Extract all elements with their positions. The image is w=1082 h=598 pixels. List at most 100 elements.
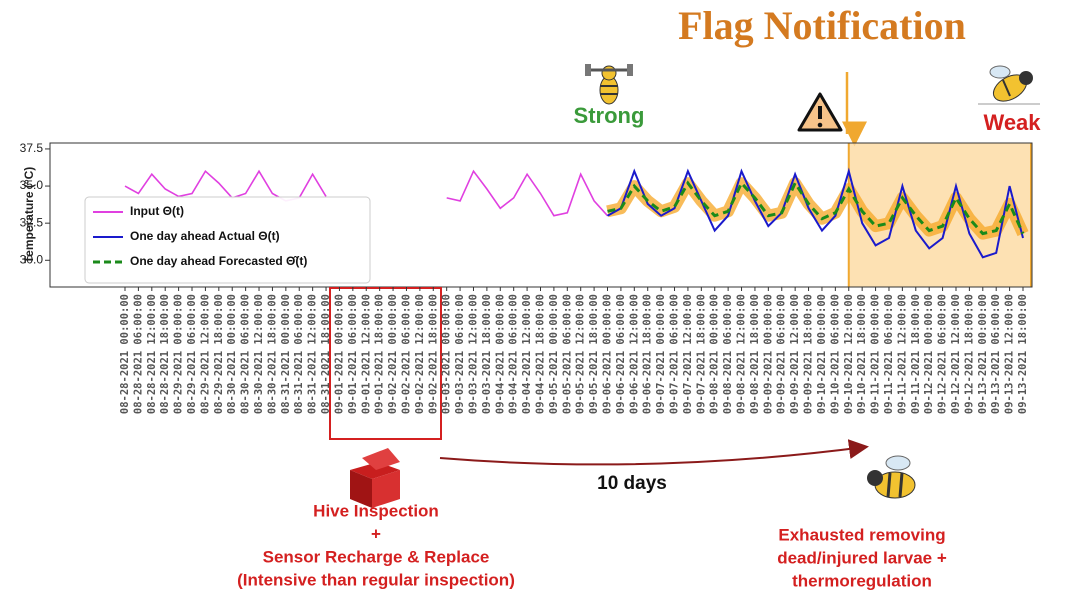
- x-tick-label: 09-07-2021 00:00:00: [655, 294, 667, 414]
- x-tick-label: 09-08-2021 06:00:00: [722, 294, 734, 414]
- y-tick-label: 35.0: [20, 178, 44, 192]
- legend-box: [84, 196, 371, 284]
- inspection-note: (Intensive than regular inspection): [237, 570, 515, 589]
- outcome-note: Exhausted removing: [778, 525, 945, 544]
- x-tick-label: 08-29-2021 06:00:00: [186, 294, 198, 414]
- notes: Hive Inspection + Sensor Recharge & Replac…: [237, 501, 947, 590]
- x-tick-label: 08-29-2021 12:00:00: [199, 294, 211, 414]
- outcome-note: thermoregulation: [792, 571, 932, 590]
- x-tick-label: 09-02-2021 06:00:00: [400, 294, 412, 414]
- x-tick-label: 09-01-2021 00:00:00: [333, 294, 345, 414]
- interval-arrow: [439, 439, 869, 466]
- x-tick-label: 09-08-2021 00:00:00: [709, 294, 721, 414]
- plot-area: [124, 143, 1032, 287]
- x-tick-label: 08-29-2021 18:00:00: [213, 294, 225, 414]
- x-tick-label: 09-06-2021 06:00:00: [615, 294, 627, 414]
- x-tick-label: 09-13-2021 12:00:00: [1004, 294, 1016, 414]
- warning-icon: [797, 92, 843, 132]
- x-tick-label: 09-01-2021 18:00:00: [374, 294, 386, 414]
- x-tick-label: 09-06-2021 12:00:00: [628, 294, 640, 414]
- x-tick-label: 09-01-2021 06:00:00: [347, 294, 359, 414]
- x-tick-label: 09-05-2021 00:00:00: [548, 294, 560, 414]
- x-tick-label: 09-13-2021 06:00:00: [990, 294, 1002, 414]
- strong-bee-icon: [585, 64, 633, 105]
- x-tick-label: 09-06-2021 00:00:00: [602, 294, 614, 414]
- x-tick-label: 09-07-2021 12:00:00: [682, 294, 694, 414]
- plot-frame: [49, 142, 1033, 288]
- x-tick-label: 09-12-2021 00:00:00: [923, 294, 935, 414]
- inspection-highlight: [329, 287, 442, 440]
- x-tick-label: 09-04-2021 12:00:00: [521, 294, 533, 414]
- legend: Input Θ(t) One day ahead Actual Θ(t) One d…: [84, 196, 371, 284]
- series-line: [124, 169, 327, 202]
- y-tick-label: 37.5: [20, 141, 44, 155]
- x-tick-label: 09-11-2021 06:00:00: [883, 294, 895, 414]
- legend-label: One day ahead Forecasted Θ̂(t): [130, 254, 307, 268]
- x-tick-label: 09-04-2021 06:00:00: [508, 294, 520, 414]
- x-tick-label: 09-12-2021 06:00:00: [937, 294, 949, 414]
- x-tick-label: 08-29-2021 00:00:00: [173, 294, 185, 414]
- y-axis-label: Temperature (°C): [22, 167, 36, 264]
- x-tick-label: 09-03-2021 00:00:00: [441, 294, 453, 414]
- x-tick-label: 09-06-2021 18:00:00: [642, 294, 654, 414]
- weak-label: Weak: [983, 110, 1041, 135]
- x-tick-label: 09-05-2021 18:00:00: [588, 294, 600, 414]
- series-line: [446, 169, 609, 217]
- x-tick-label: 09-10-2021 12:00:00: [843, 294, 855, 414]
- inspection-note: Hive Inspection: [313, 501, 439, 520]
- x-tick-label: 09-09-2021 18:00:00: [803, 294, 815, 414]
- x-tick-label: 08-31-2021 00:00:00: [280, 294, 292, 414]
- x-tick-label: 08-31-2021 06:00:00: [293, 294, 305, 414]
- x-tick-label: 09-11-2021 18:00:00: [910, 294, 922, 414]
- x-tick-label: 09-11-2021 12:00:00: [896, 294, 908, 414]
- x-tick-label: 09-04-2021 00:00:00: [494, 294, 506, 414]
- x-tick-label: 09-13-2021 18:00:00: [1017, 294, 1029, 414]
- x-tick-label: 08-31-2021 18:00:00: [320, 294, 332, 414]
- weak-bee-icon: [978, 65, 1040, 105]
- x-tick-label: 08-28-2021 00:00:00: [119, 294, 131, 414]
- x-tick-label: 09-10-2021 00:00:00: [816, 294, 828, 414]
- x-tick-label: 09-02-2021 00:00:00: [387, 294, 399, 414]
- inspection-note: Sensor Recharge & Replace: [263, 547, 490, 566]
- x-tick-label: 09-05-2021 06:00:00: [561, 294, 573, 414]
- x-tick-label: 09-02-2021 18:00:00: [427, 294, 439, 414]
- y-tick-label: 32.5: [20, 215, 44, 229]
- x-tick-label: 09-03-2021 12:00:00: [467, 294, 479, 414]
- tired-bee-icon: [867, 455, 916, 499]
- legend-label: One day ahead Actual Θ(t): [130, 229, 280, 243]
- x-tick-label: 09-08-2021 18:00:00: [749, 294, 761, 414]
- x-tick-label: 09-03-2021 06:00:00: [454, 294, 466, 414]
- x-tick-label: 08-30-2021 12:00:00: [253, 294, 265, 414]
- x-tick-label: 09-09-2021 06:00:00: [776, 294, 788, 414]
- x-tick-label: 09-03-2021 18:00:00: [481, 294, 493, 414]
- x-tick-label: 08-31-2021 12:00:00: [307, 294, 319, 414]
- strong-label: Strong: [574, 103, 645, 128]
- inspection-note: +: [371, 524, 381, 543]
- x-tick-label: 08-30-2021 18:00:00: [266, 294, 278, 414]
- outcome-note: dead/injured larvae +: [777, 548, 947, 567]
- x-tick-label: 09-07-2021 18:00:00: [695, 294, 707, 414]
- x-tick-label: 08-28-2021 18:00:00: [159, 294, 171, 414]
- x-tick-label: 08-30-2021 06:00:00: [240, 294, 252, 414]
- interval-label: 10 days: [597, 473, 667, 494]
- x-tick-label: 09-08-2021 12:00:00: [736, 294, 748, 414]
- x-tick-label: 09-02-2021 12:00:00: [414, 294, 426, 414]
- x-tick-label: 09-12-2021 12:00:00: [950, 294, 962, 414]
- x-tick-label: 09-01-2021 12:00:00: [360, 294, 372, 414]
- x-tick-label: 09-11-2021 00:00:00: [870, 294, 882, 414]
- y-tick-label: 30.0: [20, 252, 44, 266]
- series-line: [607, 179, 1025, 236]
- box-icon: [350, 448, 400, 508]
- title: Flag Notification: [678, 3, 966, 48]
- x-tick-label: 09-13-2021 00:00:00: [977, 294, 989, 414]
- x-tick-label: 08-28-2021 06:00:00: [132, 294, 144, 414]
- x-tick-label: 09-12-2021 18:00:00: [963, 294, 975, 414]
- x-tick-label: 09-07-2021 06:00:00: [669, 294, 681, 414]
- legend-label: Input Θ(t): [130, 204, 184, 218]
- x-tick-label: 09-09-2021 12:00:00: [789, 294, 801, 414]
- x-tick-label: 09-05-2021 12:00:00: [575, 294, 587, 414]
- x-tick-label: 09-04-2021 18:00:00: [534, 294, 546, 414]
- x-tick-label: 08-30-2021 00:00:00: [226, 294, 238, 414]
- x-tick-label: 09-09-2021 00:00:00: [762, 294, 774, 414]
